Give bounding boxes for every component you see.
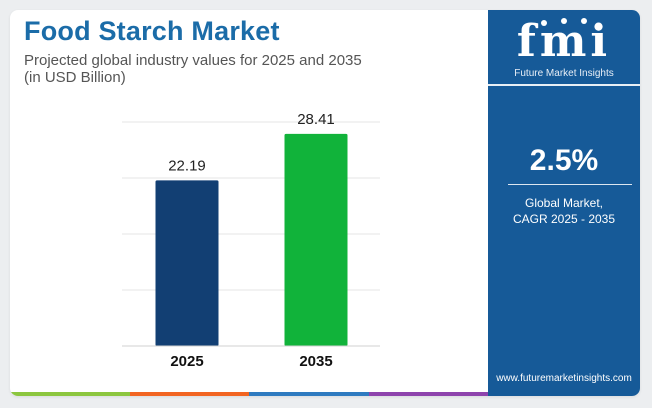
stripe-segment (368, 392, 488, 396)
sidebar-panel: fmi Future Market Insights 2.5% Global M… (488, 10, 640, 396)
chart-panel: Food Starch Market Projected global indu… (10, 10, 488, 396)
fmi-logo: fmi (516, 16, 612, 67)
logo-subtext: Future Market Insights (514, 68, 614, 79)
data-label: 28.41 (297, 111, 335, 128)
x-tick-label: 2025 (170, 353, 203, 370)
chart-title: Food Starch Market (24, 16, 280, 46)
cagr-label-line-1: Global Market, (524, 196, 604, 210)
stripe-segment (129, 392, 249, 396)
divider (508, 184, 632, 185)
bar-2035 (284, 133, 348, 346)
bar-2025 (155, 180, 219, 346)
website-link[interactable]: www.futuremarketinsights.com (496, 373, 632, 384)
divider (488, 84, 640, 86)
chart-subtitle: Projected global industry values for 202… (24, 52, 362, 86)
cagr-label: Global Market, CAGR 2025 - 2035 (488, 195, 640, 227)
subtitle-line-2: (in USD Billion) (24, 69, 126, 86)
cagr-value: 2.5% (529, 144, 599, 177)
x-tick-label: 2035 (299, 353, 332, 370)
stripe-segment (249, 392, 369, 396)
stripe-segment (10, 392, 130, 396)
bar-chart: 22.19 2025 28.41 2035 (122, 111, 380, 370)
cagr-label-line-2: CAGR 2025 - 2035 (512, 212, 616, 226)
logo-dots-icon (541, 18, 587, 26)
data-label: 22.19 (168, 157, 206, 174)
footer-color-stripe (10, 392, 488, 396)
subtitle-line-1: Projected global industry values for 202… (24, 52, 362, 69)
infographic-card: Food Starch Market Projected global indu… (10, 10, 640, 396)
